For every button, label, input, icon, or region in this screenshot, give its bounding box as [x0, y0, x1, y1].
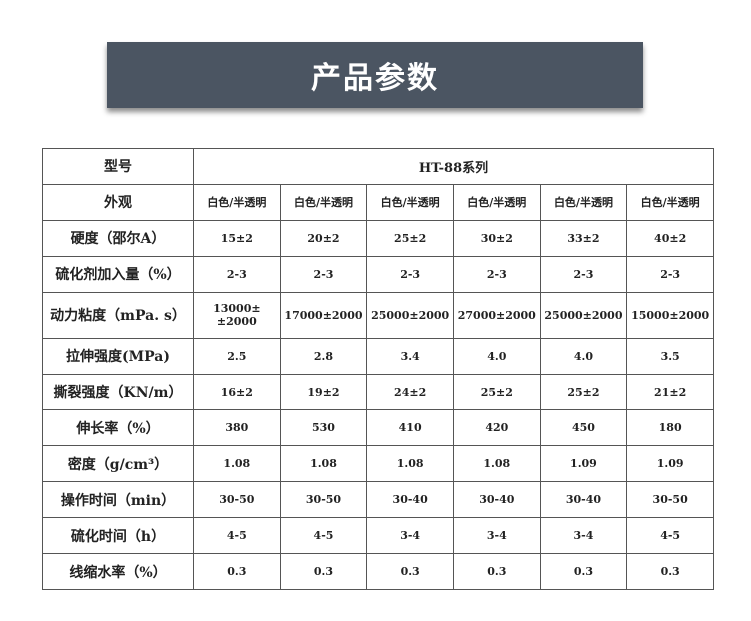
cell-value: 30-50 — [626, 481, 714, 519]
cell-value: 4-5 — [193, 517, 281, 555]
cell-value: 30-40 — [366, 481, 454, 519]
table-row: 动力粘度（mPa. s） 13000±±2000 17000±2000 25000±2… — [42, 291, 714, 339]
table-row: 硫化剂加入量（%） 2-3 2-3 2-3 2-3 2-3 2-3 — [42, 255, 714, 293]
cell-value: 1.08 — [452, 445, 541, 483]
series-name: HT-88系列 — [193, 148, 714, 185]
cell-value: 4.0 — [452, 337, 541, 375]
cell-value: 17000±2000 — [279, 291, 368, 339]
row-label: 伸长率（%） — [42, 409, 194, 447]
cell-value: 2-3 — [193, 255, 281, 293]
table-row: 硬度（邵尔A） 15±2 20±2 25±2 30±2 33±2 40±2 — [42, 219, 714, 257]
cell-value: 0.3 — [626, 553, 714, 590]
cell-value: 2-3 — [626, 255, 714, 293]
cell-value: 27000±2000 — [452, 291, 541, 339]
row-label: 密度（g/cm³） — [42, 445, 194, 483]
cell-value: 15000±2000 — [626, 291, 714, 339]
cell-value: 1.09 — [539, 445, 628, 483]
cell-value: 15±2 — [193, 219, 281, 257]
cell-value: 4-5 — [279, 517, 368, 555]
cell-value: 2-3 — [539, 255, 628, 293]
cell-value: 1.08 — [366, 445, 454, 483]
cell-value: 白色/半透明 — [626, 183, 714, 221]
cell-value: 3.4 — [366, 337, 454, 375]
cell-value: 30±2 — [452, 219, 541, 257]
cell-value: 4.0 — [539, 337, 628, 375]
cell-value: 180 — [626, 409, 714, 447]
row-label: 线缩水率（%） — [42, 553, 194, 590]
cell-value: 21±2 — [626, 373, 714, 411]
table-row: 密度（g/cm³） 1.08 1.08 1.08 1.08 1.09 1.09 — [42, 445, 714, 483]
cell-value: 30-50 — [193, 481, 281, 519]
cell-value: 3-4 — [452, 517, 541, 555]
cell-value: 25±2 — [539, 373, 628, 411]
row-label: 型号 — [42, 148, 194, 185]
cell-value: 13000±±2000 — [193, 291, 281, 339]
cell-value: 30-40 — [452, 481, 541, 519]
cell-value: 0.3 — [193, 553, 281, 590]
cell-value: 25±2 — [366, 219, 454, 257]
cell-value: 0.3 — [452, 553, 541, 590]
cell-value: 20±2 — [279, 219, 368, 257]
row-label: 外观 — [42, 183, 194, 221]
cell-value: 白色/半透明 — [366, 183, 454, 221]
cell-value: 1.08 — [193, 445, 281, 483]
cell-value: 2-3 — [366, 255, 454, 293]
page-title: 产品参数 — [107, 42, 643, 108]
table-row: 操作时间（min） 30-50 30-50 30-40 30-40 30-40 30-50 — [42, 481, 714, 519]
cell-value: 3-4 — [539, 517, 628, 555]
row-label: 硫化时间（h） — [42, 517, 194, 555]
cell-value: 40±2 — [626, 219, 714, 257]
cell-value: 0.3 — [539, 553, 628, 590]
cell-value: 3-4 — [366, 517, 454, 555]
row-label: 硫化剂加入量（%） — [42, 255, 194, 293]
cell-value: 450 — [539, 409, 628, 447]
cell-value: 1.08 — [279, 445, 368, 483]
cell-value: 2.5 — [193, 337, 281, 375]
table-row: 硫化时间（h） 4-5 4-5 3-4 3-4 3-4 4-5 — [42, 517, 714, 555]
cell-value: 25±2 — [452, 373, 541, 411]
row-label: 撕裂强度（KN/m） — [42, 373, 194, 411]
cell-value: 2.8 — [279, 337, 368, 375]
cell-value: 白色/半透明 — [279, 183, 368, 221]
cell-value: 19±2 — [279, 373, 368, 411]
cell-value: 24±2 — [366, 373, 454, 411]
cell-value: 530 — [279, 409, 368, 447]
cell-value: 16±2 — [193, 373, 281, 411]
product-parameters-table: 型号 HT-88系列 外观 白色/半透明 白色/半透明 白色/半透明 白色/半透明 白色/… — [42, 148, 714, 590]
table-row: 伸长率（%） 380 530 410 420 450 180 — [42, 409, 714, 447]
cell-value: 33±2 — [539, 219, 628, 257]
cell-value: 2-3 — [452, 255, 541, 293]
row-label: 硬度（邵尔A） — [42, 219, 194, 257]
table-row: 外观 白色/半透明 白色/半透明 白色/半透明 白色/半透明 白色/半透明 白色/半透明 — [42, 183, 714, 221]
cell-value: 30-40 — [539, 481, 628, 519]
cell-value: 25000±2000 — [366, 291, 454, 339]
cell-value: 420 — [452, 409, 541, 447]
table-row: 撕裂强度（KN/m） 16±2 19±2 24±2 25±2 25±2 21±2 — [42, 373, 714, 411]
cell-value: 0.3 — [366, 553, 454, 590]
table-row: 拉伸强度(MPa) 2.5 2.8 3.4 4.0 4.0 3.5 — [42, 337, 714, 375]
cell-value: 白色/半透明 — [452, 183, 541, 221]
row-label: 拉伸强度(MPa) — [42, 337, 194, 375]
cell-value: 2-3 — [279, 255, 368, 293]
cell-value: 410 — [366, 409, 454, 447]
cell-value: 4-5 — [626, 517, 714, 555]
cell-value: 30-50 — [279, 481, 368, 519]
cell-value: 3.5 — [626, 337, 714, 375]
row-label: 动力粘度（mPa. s） — [42, 291, 194, 339]
cell-value: 0.3 — [279, 553, 368, 590]
row-label: 操作时间（min） — [42, 481, 194, 519]
table-row: 线缩水率（%） 0.3 0.3 0.3 0.3 0.3 0.3 — [42, 553, 714, 590]
cell-value: 白色/半透明 — [539, 183, 628, 221]
cell-value: 25000±2000 — [539, 291, 628, 339]
cell-value: 380 — [193, 409, 281, 447]
table-row: 型号 HT-88系列 — [42, 148, 714, 185]
cell-value: 1.09 — [626, 445, 714, 483]
cell-value: 白色/半透明 — [193, 183, 281, 221]
